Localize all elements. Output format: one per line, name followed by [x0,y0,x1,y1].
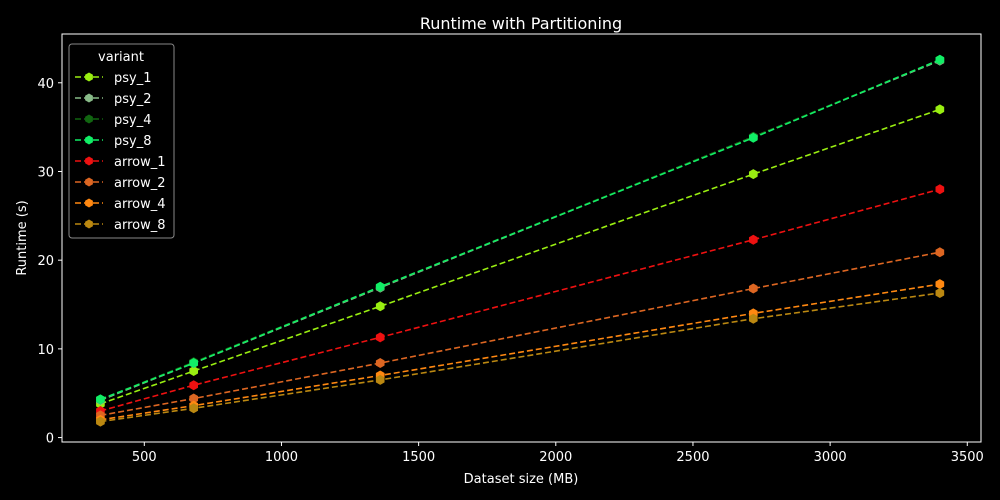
data-point [748,132,758,143]
legend-box [68,43,175,239]
y-axis: 0 10 20 30 40 [37,77,62,447]
data-point [935,287,945,298]
x-tick-label: 2500 [676,450,709,465]
data-point [935,279,945,290]
data-point [748,169,758,180]
series-line [100,283,940,421]
legend-label: arrow_8 [114,218,166,233]
data-point [189,393,199,404]
legend-item: psy_2 [75,92,152,107]
legend-label: arrow_1 [114,155,166,170]
y-tick-label: 30 [37,165,54,180]
legend-marker [85,135,93,145]
data-point [375,374,385,385]
legend-item: arrow_4 [75,197,166,212]
legend-label: arrow_4 [114,197,166,212]
series-arrow_2 [96,247,945,421]
data-point [189,358,199,369]
legend-item: arrow_2 [75,176,166,191]
legend-marker [85,156,93,166]
x-tick-label: 500 [132,450,157,465]
x-tick-label: 1500 [402,450,435,465]
plot-area [96,54,945,427]
legend-label: psy_8 [114,134,152,149]
legend-item: psy_1 [75,71,152,86]
series-line [100,58,941,401]
legend-item: psy_8 [75,134,152,149]
y-tick-label: 20 [37,254,54,269]
chart-title: Runtime with Partitioning [420,14,622,33]
x-tick-label: 1000 [265,450,298,465]
y-axis-label: Runtime (s) [15,200,30,275]
series-arrow_1 [96,184,945,416]
legend: variant psy_1 psy_2 psy_4 psy_8 arrow_1arrow… [68,43,175,239]
data-point [189,366,199,377]
legend-label: psy_4 [114,113,152,128]
x-tick-label: 3000 [814,450,847,465]
legend-label: psy_1 [114,71,152,86]
data-point [935,104,945,115]
legend-item: psy_4 [75,113,152,128]
series-line [100,292,940,423]
series-line [100,251,941,417]
x-tick-label: 3500 [951,450,984,465]
y-tick-label: 0 [46,432,54,447]
series-psy_8 [96,54,945,405]
data-point [189,403,199,414]
legend-marker [85,72,93,82]
data-point [748,313,758,324]
legend-marker [85,114,93,124]
series-arrow_8 [96,287,945,427]
data-point [748,283,758,294]
legend-marker [85,219,93,229]
x-axis: 500 1000 1500 2000 2500 3000 3500 [132,442,984,465]
legend-item: arrow_8 [75,218,166,233]
data-point [935,184,945,195]
data-point [935,247,945,258]
plot-frame [61,33,982,443]
series-line [100,188,941,412]
series-psy_1 [96,104,945,409]
data-point [189,380,199,391]
x-tick-label: 2000 [539,450,572,465]
data-point [96,394,105,405]
y-tick-label: 10 [37,343,54,358]
data-point [375,281,385,292]
legend-title: variant [98,50,144,65]
legend-item: arrow_1 [75,155,166,170]
legend-marker [85,177,93,187]
x-axis-label: Dataset size (MB) [464,472,579,487]
legend-marker [85,93,93,103]
data-point [748,234,758,245]
y-tick-label: 40 [37,77,54,92]
legend-marker [85,198,93,208]
series-line [100,108,941,405]
data-point [935,54,945,65]
data-point [375,358,385,369]
legend-label: psy_2 [114,92,152,107]
data-point [375,301,385,312]
data-point [375,332,385,343]
data-point [96,416,105,427]
legend-label: arrow_2 [114,176,166,191]
